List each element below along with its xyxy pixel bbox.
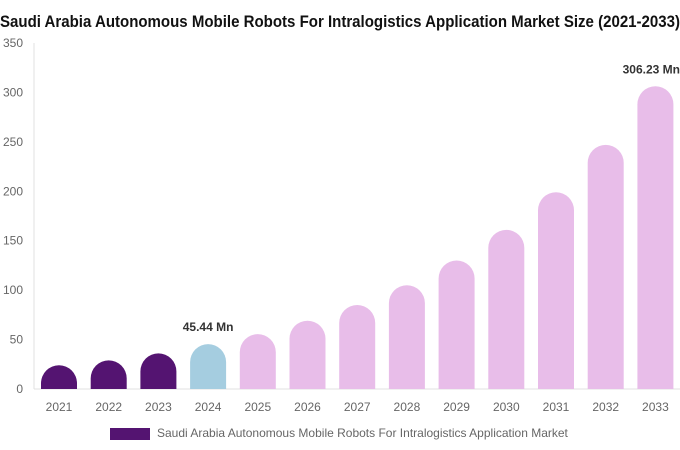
x-tick-label: 2025: [244, 400, 271, 414]
bar-2030: [488, 229, 525, 389]
x-tick-label: 2024: [195, 400, 222, 414]
bar-2027: [339, 304, 376, 389]
y-tick-label: 300: [3, 85, 23, 99]
legend: Saudi Arabia Autonomous Mobile Robots Fo…: [110, 426, 569, 440]
bar-2031: [538, 192, 574, 389]
x-tick-label: 2026: [294, 400, 321, 414]
chart-title: Saudi Arabia Autonomous Mobile Robots Fo…: [0, 12, 680, 31]
y-tick-label: 150: [3, 234, 23, 248]
x-tick-label: 2031: [543, 400, 570, 414]
x-tick-label: 2030: [493, 400, 520, 414]
bar-2025: [239, 334, 276, 389]
bar-2026: [289, 320, 326, 389]
bar-2024: [190, 344, 227, 389]
bar-2029: [438, 260, 475, 389]
bar-2028: [388, 285, 425, 389]
y-tick-label: 0: [16, 382, 23, 396]
bar-2032: [587, 144, 624, 389]
legend-swatch: [110, 428, 150, 440]
bar-2033: [637, 86, 674, 389]
data-label-2033: 306.23 Mn: [623, 62, 680, 76]
data-label-2024: 45.44 Mn: [183, 320, 234, 334]
bar-2021: [41, 365, 77, 389]
x-tick-label: 2032: [592, 400, 619, 414]
x-tick-label: 2023: [145, 400, 172, 414]
x-tick-label: 2033: [642, 400, 669, 414]
x-tick-label: 2027: [344, 400, 371, 414]
legend-label: Saudi Arabia Autonomous Mobile Robots Fo…: [157, 426, 569, 440]
x-tick-label: 2029: [443, 400, 470, 414]
x-tick-label: 2028: [394, 400, 421, 414]
bar-2023: [140, 353, 177, 389]
y-tick-label: 50: [10, 333, 24, 347]
y-tick-label: 200: [3, 184, 23, 198]
bar-2022: [90, 360, 127, 389]
x-tick-label: 2021: [46, 400, 73, 414]
y-tick-label: 250: [3, 135, 23, 149]
x-tick-label: 2022: [95, 400, 122, 414]
y-tick-label: 100: [3, 283, 23, 297]
y-tick-label: 350: [3, 36, 23, 50]
